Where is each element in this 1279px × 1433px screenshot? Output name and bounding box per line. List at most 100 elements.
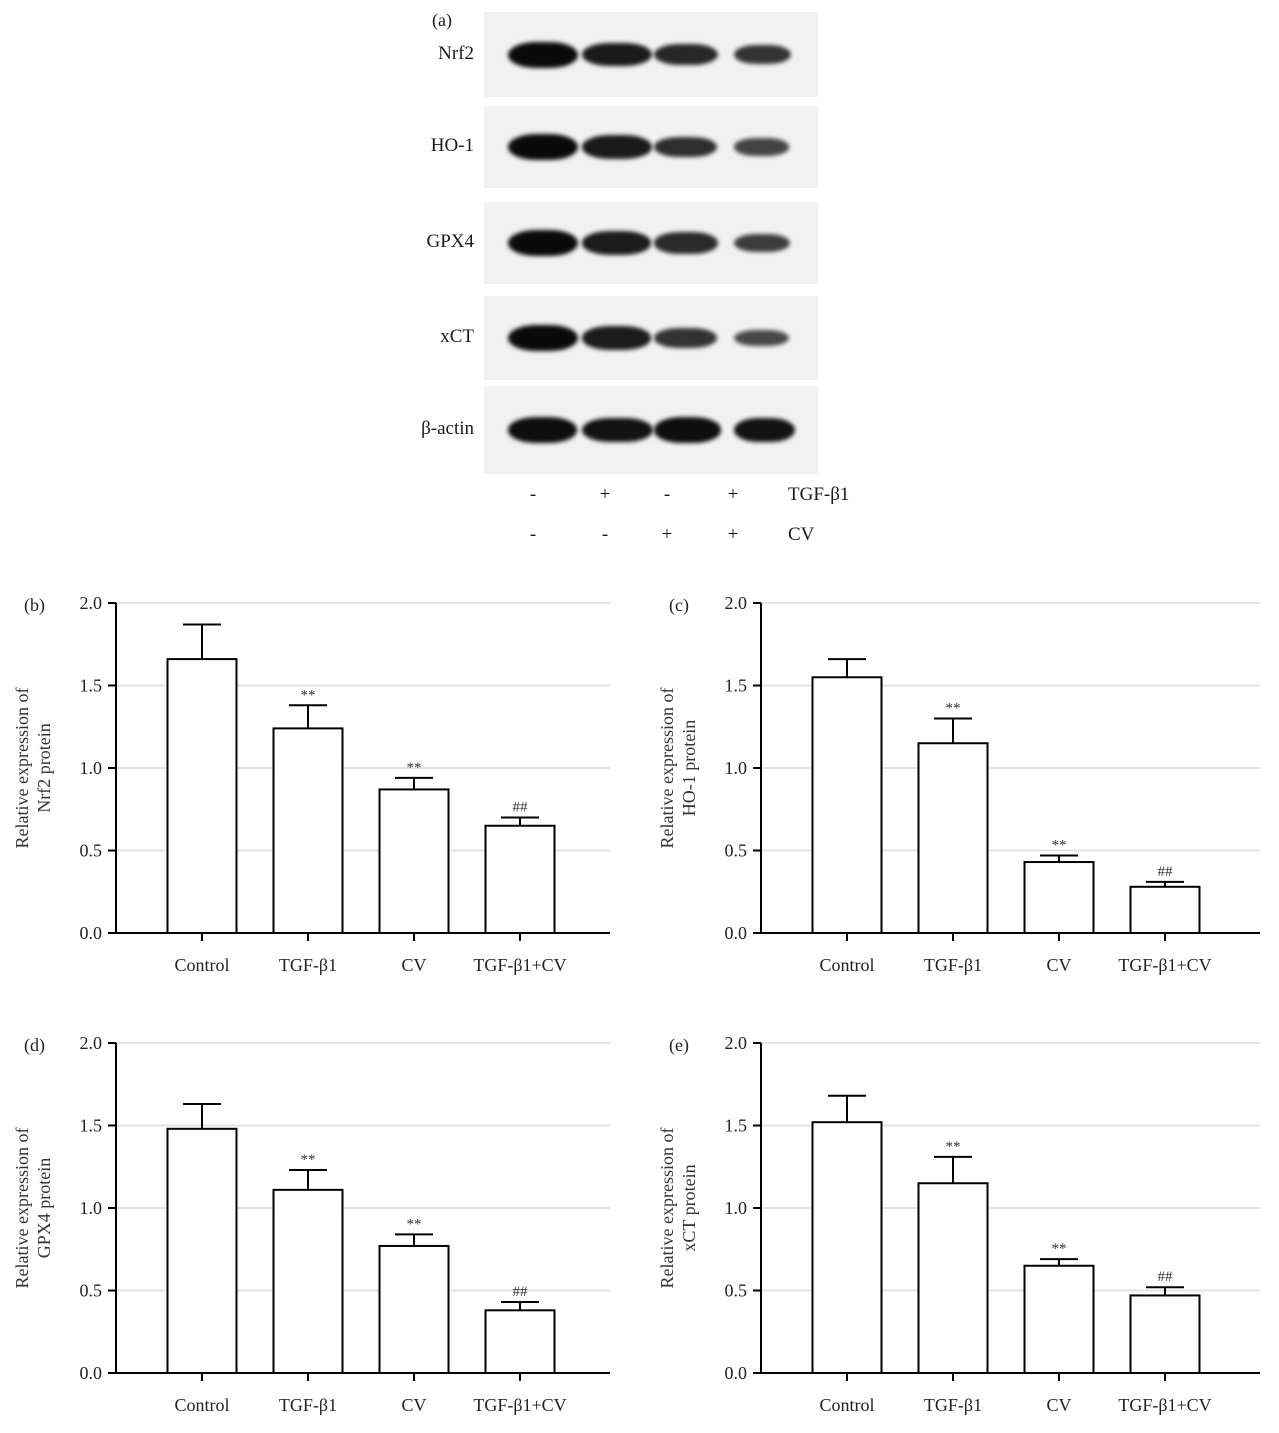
- significance-mark: ##: [1158, 864, 1174, 880]
- protein-band: [654, 232, 718, 254]
- y-tick-label: 2.0: [80, 593, 103, 613]
- y-tick-label: 0.5: [80, 841, 103, 861]
- condition-mark: +: [727, 524, 739, 545]
- panel-label-a: (a): [432, 10, 452, 30]
- protein-band: [734, 417, 795, 443]
- blot-strip: [484, 296, 818, 380]
- condition-mark: +: [599, 484, 611, 505]
- protein-band: [582, 231, 652, 255]
- bar: [484, 1309, 556, 1374]
- svg-text:Relative expression of: Relative expression of: [12, 688, 32, 849]
- condition-mark: +: [661, 524, 673, 545]
- y-tick-label: 2.0: [725, 593, 748, 613]
- protein-band: [654, 136, 718, 158]
- condition-label: TGF-β1: [788, 484, 850, 505]
- panel-label: (d): [24, 1035, 45, 1056]
- x-tick-label: Control: [819, 1395, 874, 1415]
- protein-band: [582, 417, 653, 443]
- bar: [1023, 1264, 1095, 1374]
- y-tick-label: 0.5: [80, 1281, 103, 1301]
- bar: [272, 1188, 344, 1374]
- significance-mark: ##: [1158, 1269, 1174, 1285]
- chart-gpx4: 0.0 0.5 1.0 1.5 2.0 (d) Relative expression of…: [0, 1030, 640, 1428]
- y-tick-label: 1.5: [80, 1116, 103, 1136]
- blot-strip: [484, 386, 818, 474]
- significance-mark: ##: [513, 800, 529, 816]
- x-tick-label: CV: [1046, 955, 1071, 975]
- bar: [1023, 861, 1095, 934]
- blot-strip: [484, 12, 818, 97]
- chart-nrf2: 0.0 0.5 1.0 1.5 2.0 (b) Relative expression of…: [0, 590, 640, 990]
- panel-label: (b): [24, 595, 45, 616]
- protein-band: [654, 328, 717, 348]
- svg-text:Relative expression of: Relative expression of: [657, 1128, 677, 1289]
- protein-band: [734, 44, 792, 65]
- bar: [811, 1121, 883, 1374]
- x-tick-label: TGF-β1: [924, 1395, 982, 1415]
- x-tick-label: TGF-β1: [279, 1395, 337, 1415]
- significance-mark: ##: [513, 1284, 529, 1300]
- band-label: GPX4: [426, 231, 474, 252]
- condition-mark: -: [601, 524, 609, 545]
- svg-text:xCT protein: xCT protein: [679, 1164, 699, 1251]
- y-tick-label: 0.5: [725, 841, 748, 861]
- bar: [811, 676, 883, 934]
- x-tick-label: CV: [401, 1395, 426, 1415]
- y-tick-label: 1.0: [725, 1198, 748, 1218]
- protein-band: [582, 135, 652, 159]
- y-tick-label: 0.0: [80, 1363, 103, 1383]
- svg-text:HO-1 protein: HO-1 protein: [679, 720, 699, 816]
- y-tick-label: 1.0: [80, 1198, 103, 1218]
- blot-strip: [484, 106, 818, 188]
- y-axis-label: Relative expression of xCT protein: [657, 1128, 699, 1289]
- y-tick-label: 2.0: [725, 1033, 748, 1053]
- blot-strip: [484, 202, 818, 284]
- protein-band: [734, 234, 790, 252]
- y-tick-label: 1.5: [725, 676, 748, 696]
- y-tick-label: 1.5: [80, 676, 103, 696]
- chart-ho1: 0.0 0.5 1.0 1.5 2.0 (c) Relative expression of…: [655, 590, 1279, 990]
- y-axis-label: Relative expression of HO-1 protein: [657, 688, 699, 849]
- protein-band: [508, 325, 578, 351]
- chart-xct: 0.0 0.5 1.0 1.5 2.0 (e) Relative expression of…: [655, 1030, 1279, 1428]
- svg-text:Relative expression of: Relative expression of: [657, 688, 677, 849]
- significance-mark: **: [946, 701, 961, 717]
- x-tick-label: Control: [174, 955, 229, 975]
- svg-text:Relative expression of: Relative expression of: [12, 1128, 32, 1289]
- y-tick-label: 0.0: [725, 1363, 748, 1383]
- condition-mark: -: [663, 484, 671, 505]
- bar: [378, 788, 450, 934]
- bar: [917, 742, 989, 934]
- y-tick-label: 1.0: [80, 758, 103, 778]
- x-tick-label: CV: [1046, 1395, 1071, 1415]
- y-tick-label: 0.5: [725, 1281, 748, 1301]
- protein-band: [508, 134, 578, 160]
- significance-mark: **: [1052, 837, 1067, 853]
- condition-mark: -: [529, 484, 537, 505]
- panel-label: (e): [669, 1035, 689, 1056]
- condition-mark: +: [727, 484, 739, 505]
- x-tick-label: TGF-β1+CV: [473, 955, 566, 975]
- protein-band: [654, 43, 719, 66]
- bar: [166, 658, 238, 934]
- band-label: xCT: [440, 326, 474, 347]
- bar: [1129, 1294, 1201, 1375]
- protein-band: [654, 417, 722, 443]
- bar: [166, 1127, 238, 1374]
- significance-mark: **: [301, 1152, 316, 1168]
- svg-text:Nrf2 protein: Nrf2 protein: [34, 723, 54, 812]
- y-tick-label: 1.5: [725, 1116, 748, 1136]
- protein-band: [582, 326, 652, 350]
- protein-band: [734, 329, 789, 347]
- protein-band: [734, 138, 790, 156]
- x-tick-label: Control: [819, 955, 874, 975]
- x-tick-label: TGF-β1+CV: [1118, 955, 1211, 975]
- bar: [1129, 885, 1201, 934]
- y-tick-label: 2.0: [80, 1033, 103, 1053]
- bar: [272, 727, 344, 934]
- significance-mark: **: [946, 1139, 961, 1155]
- band-label: Nrf2: [438, 42, 474, 64]
- x-tick-label: TGF-β1+CV: [1118, 1395, 1211, 1415]
- protein-band: [508, 41, 578, 68]
- x-tick-label: TGF-β1+CV: [473, 1395, 566, 1415]
